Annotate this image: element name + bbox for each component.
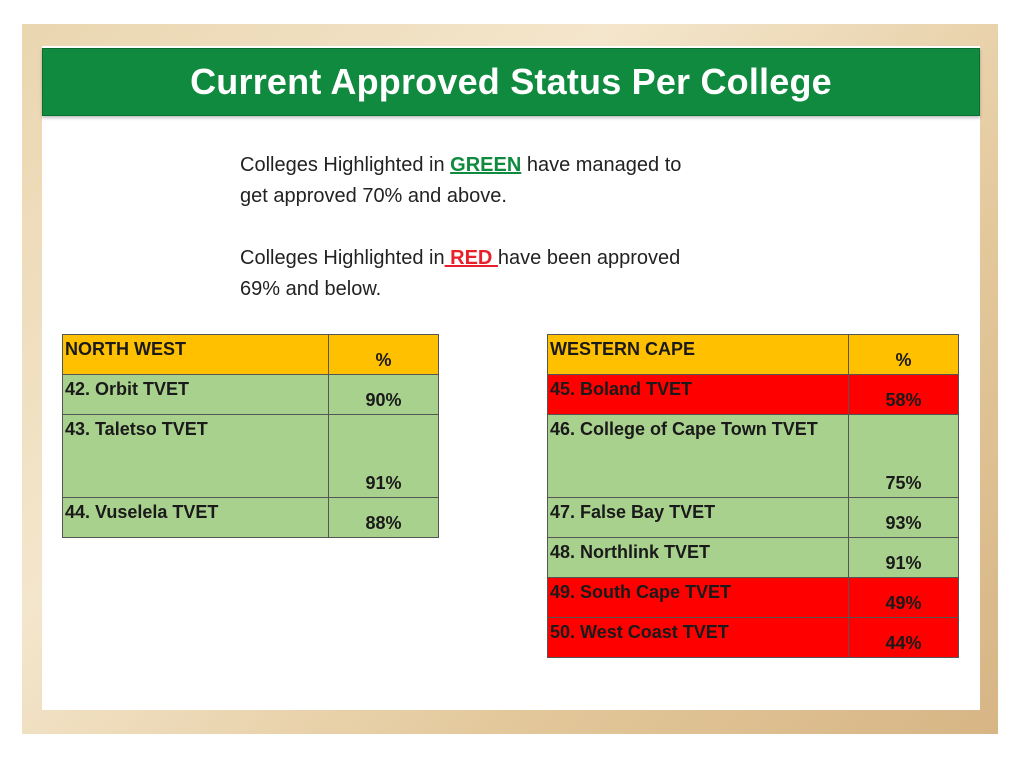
college-percent: 44% bbox=[848, 617, 959, 658]
legend-green-line-2: get approved 70% and above. bbox=[240, 185, 507, 207]
page-title: Current Approved Status Per College bbox=[190, 61, 832, 102]
college-name: 50. West Coast TVET bbox=[547, 617, 849, 658]
table-row: 42. Orbit TVET 90% bbox=[62, 374, 439, 415]
percent-header: % bbox=[848, 334, 959, 375]
region-header: WESTERN CAPE bbox=[547, 334, 849, 375]
region-header: NORTH WEST bbox=[62, 334, 329, 375]
college-name: 42. Orbit TVET bbox=[62, 374, 329, 415]
legend-green-line: Colleges Highlighted in GREEN have manag… bbox=[240, 150, 780, 181]
college-percent: 49% bbox=[848, 577, 959, 618]
north-west-table: NORTH WEST % 42. Orbit TVET 90% 43. Tale… bbox=[62, 334, 439, 538]
title-bar: Current Approved Status Per College bbox=[42, 48, 980, 116]
college-name: 48. Northlink TVET bbox=[547, 537, 849, 578]
legend-text: have been approved bbox=[497, 247, 681, 269]
legend-green-word: GREEN bbox=[450, 154, 522, 176]
college-name: 49. South Cape TVET bbox=[547, 577, 849, 618]
percent-header: % bbox=[328, 334, 439, 375]
table-row: 46. College of Cape Town TVET 75% bbox=[547, 414, 959, 498]
college-percent: 90% bbox=[328, 374, 439, 415]
college-percent: 75% bbox=[848, 414, 959, 498]
table-row: 48. Northlink TVET 91% bbox=[547, 537, 959, 578]
legend-text: Colleges Highlighted in bbox=[240, 154, 451, 176]
table-row: 50. West Coast TVET 44% bbox=[547, 617, 959, 658]
college-name: 45. Boland TVET bbox=[547, 374, 849, 415]
legend-red-line-2: 69% and below. bbox=[240, 278, 382, 300]
college-name: 46. College of Cape Town TVET bbox=[547, 414, 849, 498]
college-name: 43. Taletso TVET bbox=[62, 414, 329, 498]
table-header-row: WESTERN CAPE % bbox=[547, 334, 959, 375]
college-percent: 58% bbox=[848, 374, 959, 415]
legend-red-line: Colleges Highlighted in RED have been ap… bbox=[240, 243, 780, 274]
college-name: 44. Vuselela TVET bbox=[62, 497, 329, 538]
legend-text: have managed to bbox=[521, 154, 682, 176]
legend-red-word: RED bbox=[444, 247, 498, 269]
college-name: 47. False Bay TVET bbox=[547, 497, 849, 538]
college-percent: 88% bbox=[328, 497, 439, 538]
table-row: 45. Boland TVET 58% bbox=[547, 374, 959, 415]
legend-text: Colleges Highlighted in bbox=[240, 247, 445, 269]
table-header-row: NORTH WEST % bbox=[62, 334, 439, 375]
western-cape-table: WESTERN CAPE % 45. Boland TVET 58% 46. C… bbox=[547, 334, 959, 658]
college-percent: 93% bbox=[848, 497, 959, 538]
table-row: 47. False Bay TVET 93% bbox=[547, 497, 959, 538]
college-percent: 91% bbox=[328, 414, 439, 498]
legend: Colleges Highlighted in GREEN have manag… bbox=[240, 150, 780, 305]
college-percent: 91% bbox=[848, 537, 959, 578]
table-row: 44. Vuselela TVET 88% bbox=[62, 497, 439, 538]
table-row: 43. Taletso TVET 91% bbox=[62, 414, 439, 498]
table-row: 49. South Cape TVET 49% bbox=[547, 577, 959, 618]
